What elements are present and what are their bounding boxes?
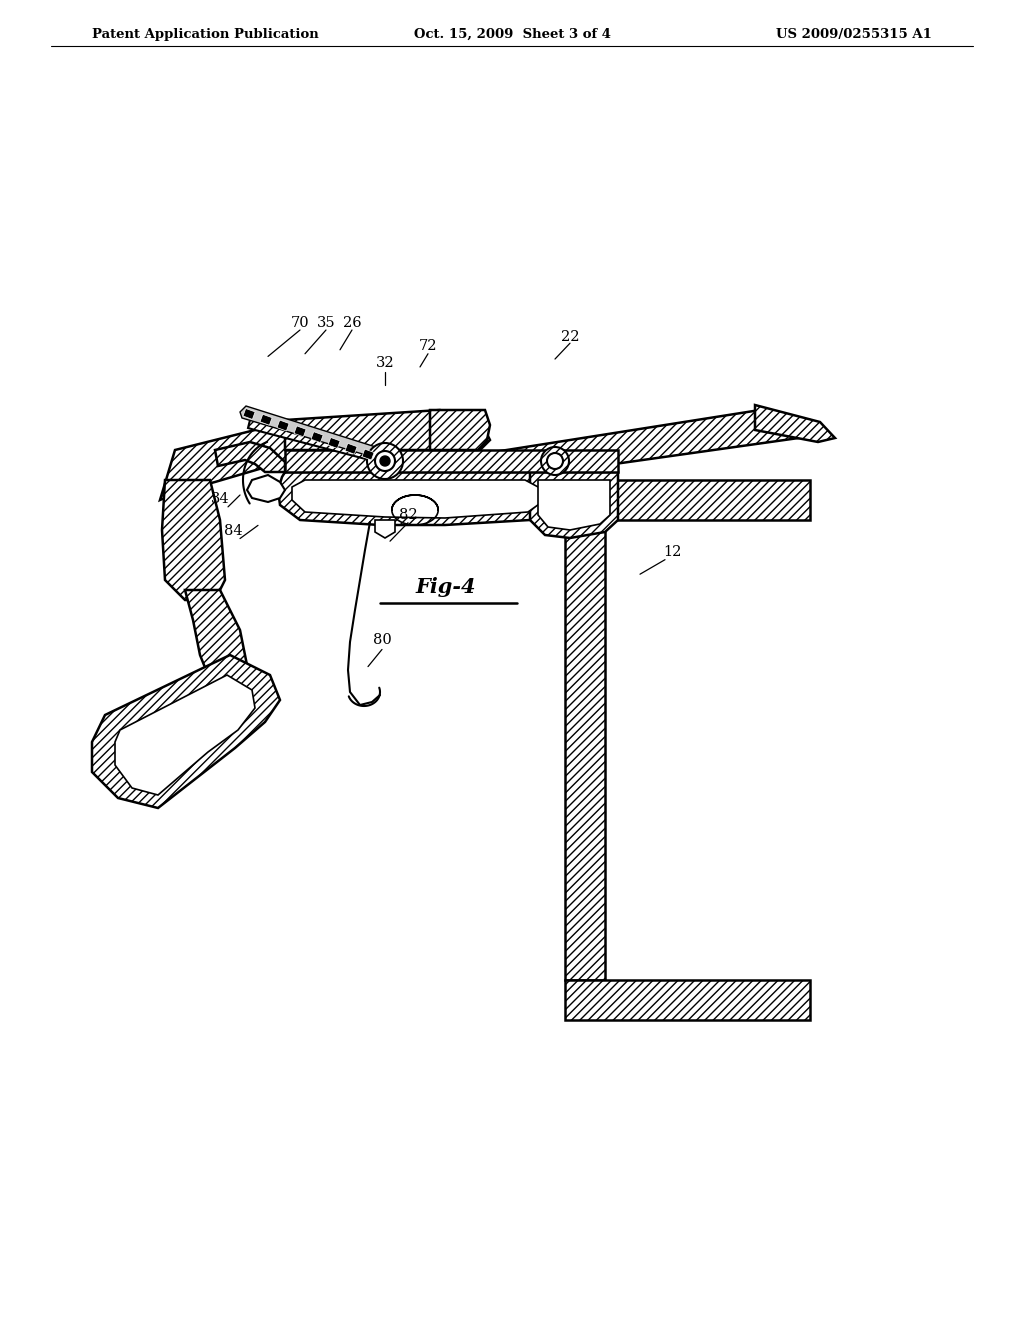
Polygon shape xyxy=(565,480,605,979)
Bar xyxy=(362,449,374,461)
Circle shape xyxy=(375,451,395,471)
Text: Patent Application Publication: Patent Application Publication xyxy=(92,28,318,41)
Circle shape xyxy=(541,447,569,475)
Polygon shape xyxy=(380,411,820,490)
Bar xyxy=(260,414,272,425)
Text: US 2009/0255315 A1: US 2009/0255315 A1 xyxy=(776,28,932,41)
Text: 32: 32 xyxy=(376,356,394,370)
Bar xyxy=(311,432,324,442)
Polygon shape xyxy=(292,480,542,517)
Polygon shape xyxy=(755,405,835,442)
Text: 26: 26 xyxy=(343,317,361,330)
Bar xyxy=(243,408,255,420)
Polygon shape xyxy=(375,520,395,539)
Text: 82: 82 xyxy=(398,508,418,521)
Polygon shape xyxy=(247,475,285,502)
Text: 72: 72 xyxy=(419,339,437,352)
Text: Fig-4: Fig-4 xyxy=(415,577,476,598)
Text: 34: 34 xyxy=(211,492,229,506)
Polygon shape xyxy=(565,480,810,520)
Polygon shape xyxy=(240,407,398,465)
Text: 84: 84 xyxy=(223,524,243,537)
Circle shape xyxy=(367,444,403,479)
Circle shape xyxy=(547,453,563,469)
Polygon shape xyxy=(215,442,285,473)
Polygon shape xyxy=(538,480,610,531)
Bar xyxy=(379,455,391,466)
Polygon shape xyxy=(115,675,255,795)
Bar xyxy=(294,426,306,437)
Text: 22: 22 xyxy=(561,330,580,343)
Polygon shape xyxy=(285,450,618,473)
Polygon shape xyxy=(278,473,552,525)
Circle shape xyxy=(380,455,390,466)
Polygon shape xyxy=(285,411,490,450)
Polygon shape xyxy=(530,473,618,539)
Polygon shape xyxy=(248,414,400,469)
Text: 70: 70 xyxy=(291,317,309,330)
Bar xyxy=(345,444,357,454)
Polygon shape xyxy=(92,655,280,808)
Text: Oct. 15, 2009  Sheet 3 of 4: Oct. 15, 2009 Sheet 3 of 4 xyxy=(414,28,610,41)
Bar xyxy=(328,437,340,449)
Text: 12: 12 xyxy=(663,545,681,558)
Polygon shape xyxy=(162,480,225,601)
Text: 35: 35 xyxy=(316,317,335,330)
Polygon shape xyxy=(565,979,810,1020)
Polygon shape xyxy=(185,590,248,690)
Polygon shape xyxy=(160,420,400,500)
Polygon shape xyxy=(430,411,490,450)
Text: 80: 80 xyxy=(373,634,391,647)
Bar xyxy=(278,420,289,432)
